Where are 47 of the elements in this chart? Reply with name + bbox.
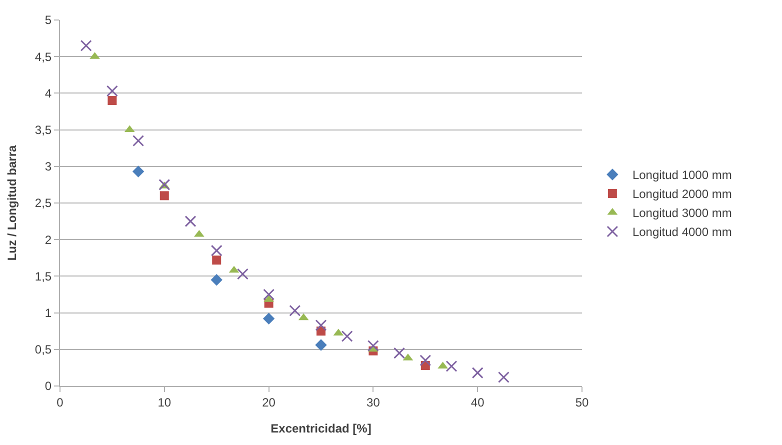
point <box>236 268 248 280</box>
x-tick-label: 30 <box>366 395 380 410</box>
legend-label: Longitud 2000 mm <box>632 187 732 202</box>
point <box>341 330 353 342</box>
y-tick-label: 5 <box>44 13 52 28</box>
point <box>289 304 301 316</box>
legend-label: Longitud 4000 mm <box>632 225 732 240</box>
point <box>184 216 196 228</box>
point <box>106 85 118 97</box>
point <box>472 367 484 379</box>
point <box>160 191 169 200</box>
y-tick-label: 2,5 <box>34 196 52 210</box>
legend-label: Longitud 3000 mm <box>632 206 732 220</box>
y-tick-label: 2 <box>44 232 52 247</box>
y-tick-label: 3 <box>44 160 52 174</box>
point <box>394 347 406 359</box>
y-tick-label: 4,5 <box>34 50 52 64</box>
point <box>420 354 432 366</box>
point <box>315 339 327 351</box>
point <box>132 166 144 178</box>
point <box>210 274 222 286</box>
legend-label: Longitud 1000 mm <box>632 168 732 182</box>
x-tick-label: 20 <box>262 395 276 410</box>
x-tick-label: 10 <box>158 395 172 410</box>
y-tick-label: 4 <box>44 86 52 100</box>
x-tick-label: 0 <box>56 395 64 410</box>
point <box>263 288 275 300</box>
point <box>108 96 117 106</box>
point <box>212 256 222 265</box>
x-tick-label: 40 <box>470 395 485 410</box>
y-tick-label: 1 <box>44 306 52 320</box>
point <box>80 40 92 52</box>
y-tick-label: 3,5 <box>34 123 52 137</box>
point <box>158 178 170 190</box>
point <box>367 340 379 352</box>
y-axis-title: Luz / Longitud barra <box>5 145 20 261</box>
x-tick-label: 50 <box>575 395 589 410</box>
point <box>315 319 327 331</box>
point <box>210 244 222 256</box>
y-tick-label: 1,5 <box>34 269 52 284</box>
y-tick-label: 0 <box>44 379 52 394</box>
x-axis-title: Excentricidad [%] <box>270 421 372 436</box>
point <box>498 371 510 383</box>
point <box>262 312 275 325</box>
point <box>132 135 144 147</box>
y-tick-label: 0,5 <box>34 342 52 357</box>
point <box>446 360 458 372</box>
